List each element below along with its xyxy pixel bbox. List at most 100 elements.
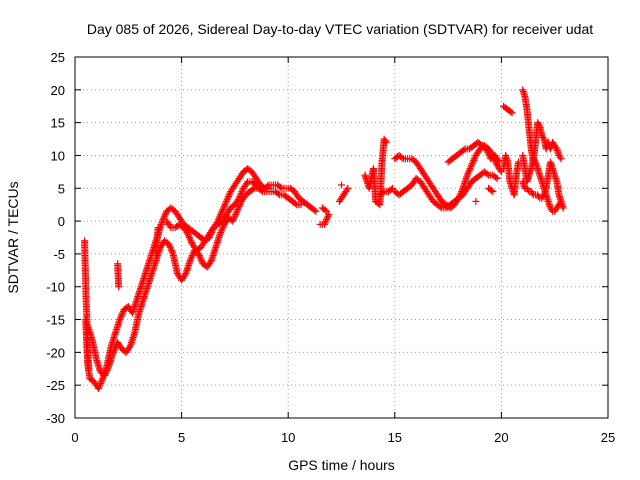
data-point (116, 316, 124, 324)
data-point (166, 243, 174, 251)
data-point (109, 348, 117, 356)
data-point (188, 253, 196, 261)
data-point (187, 255, 195, 263)
data-point (483, 170, 491, 178)
data-point (221, 201, 229, 209)
data-point (217, 229, 225, 237)
data-point (265, 184, 273, 192)
y-tick-label: 20 (51, 83, 65, 98)
data-point (161, 211, 169, 219)
data-point (530, 156, 538, 164)
y-tick-label: 5 (58, 181, 65, 196)
data-point (492, 173, 500, 181)
data-point (238, 188, 246, 196)
data-point (102, 370, 110, 378)
y-tick-label: 10 (51, 148, 65, 163)
data-point (95, 383, 103, 391)
data-point (197, 255, 205, 263)
data-point (197, 256, 205, 264)
data-point (322, 217, 330, 225)
data-point (230, 214, 238, 222)
data-point (255, 183, 263, 191)
data-point (219, 206, 227, 214)
data-point (237, 189, 245, 197)
data-point (115, 283, 123, 291)
data-point (181, 271, 189, 279)
x-tick-label: 10 (281, 430, 295, 445)
data-point (97, 380, 105, 388)
data-point (524, 186, 532, 194)
data-point (552, 143, 560, 151)
data-point (243, 179, 251, 187)
y-tick-label: -30 (46, 411, 65, 426)
y-axis-label: SDTVAR / TECUs (5, 181, 21, 293)
data-point (466, 165, 474, 173)
data-point (483, 147, 491, 155)
data-point (94, 384, 102, 392)
data-point (231, 212, 239, 220)
data-point (387, 185, 395, 193)
x-tick-label: 0 (71, 430, 78, 445)
data-point (470, 156, 478, 164)
data-point (494, 156, 502, 164)
data-point (237, 191, 245, 199)
data-point (310, 206, 318, 214)
data-point (557, 155, 565, 163)
data-point (102, 368, 110, 376)
data-point (539, 192, 547, 200)
data-point (161, 212, 169, 220)
data-point (556, 153, 564, 161)
data-point (487, 186, 495, 194)
data-point (233, 207, 241, 215)
data-point (166, 242, 174, 250)
data-point (234, 204, 242, 212)
data-point (321, 219, 329, 227)
data-point (436, 203, 444, 211)
data-point (338, 181, 345, 189)
data-point (195, 252, 203, 260)
data-point (217, 227, 225, 235)
chart-title: Day 085 of 2026, Sidereal Day-to-day VTE… (87, 21, 593, 37)
data-point (168, 248, 176, 256)
data-point (196, 253, 204, 261)
data-point (101, 371, 109, 379)
data-point (225, 192, 233, 200)
x-axis-label: GPS time / hours (288, 457, 395, 473)
data-point (468, 161, 476, 169)
data-point (539, 133, 547, 141)
data-point (232, 209, 240, 217)
data-point (535, 120, 543, 128)
data-point (104, 365, 112, 373)
data-point (167, 245, 175, 253)
data-point (472, 197, 480, 205)
data-point (528, 189, 536, 197)
y-tick-label: 0 (58, 214, 65, 229)
data-point (232, 211, 240, 219)
data-point (159, 215, 167, 223)
plot-frame (74, 56, 609, 419)
data-point (507, 108, 515, 116)
data-point (117, 312, 125, 320)
data-point (118, 311, 126, 319)
x-tick-label: 25 (601, 430, 615, 445)
data-point (470, 155, 478, 163)
data-point (217, 209, 225, 217)
data-point (382, 138, 390, 146)
data-point (166, 222, 174, 230)
data-point (225, 191, 233, 199)
y-tick-label: -10 (46, 280, 65, 295)
data-point (324, 212, 332, 220)
data-point (185, 234, 193, 241)
data-point (482, 145, 490, 153)
data-point (463, 171, 471, 179)
data-point (186, 256, 194, 264)
data-point (222, 199, 230, 207)
grid-lines (75, 57, 608, 418)
data-point (206, 258, 214, 266)
data-point (321, 206, 329, 214)
y-tick-label: -25 (46, 378, 65, 393)
data-point (165, 240, 173, 248)
data-point (229, 217, 237, 225)
data-point (222, 197, 230, 205)
